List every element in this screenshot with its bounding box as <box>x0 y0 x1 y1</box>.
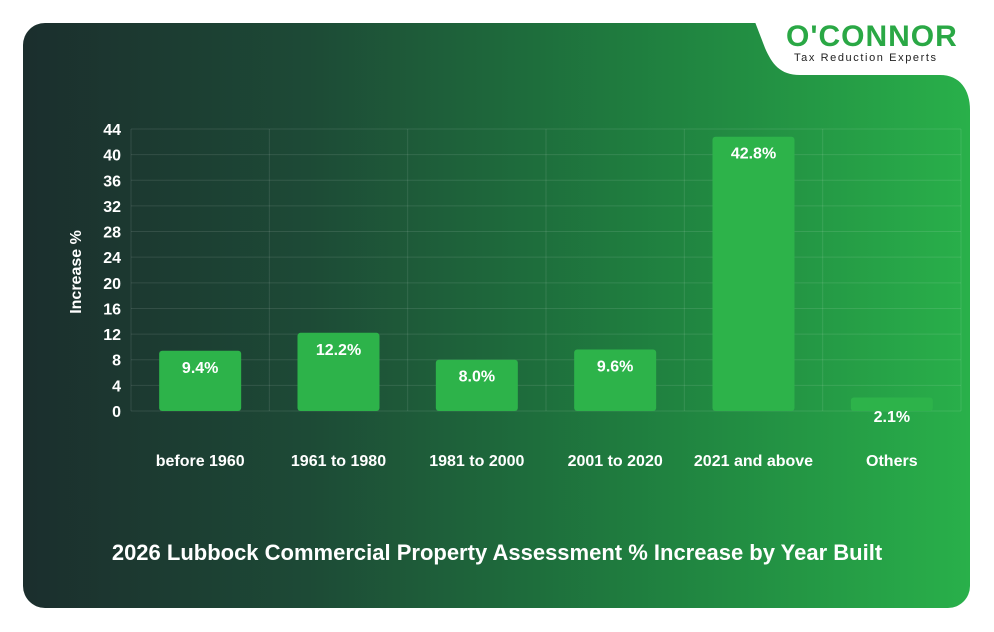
x-tick-label: Others <box>866 453 918 470</box>
bar <box>574 349 657 411</box>
bar-value-label: 9.6% <box>597 358 633 375</box>
y-tick-label: 28 <box>103 225 121 242</box>
bar <box>850 397 933 411</box>
y-tick-label: 16 <box>103 301 121 318</box>
x-axis-ticks: before 1960 1961 to 1980 1981 to 2000 2001 … <box>156 453 918 470</box>
y-axis-ticks: 0 4 8 12 16 20 24 28 32 36 40 44 <box>103 122 121 421</box>
y-tick-label: 44 <box>103 122 121 139</box>
x-tick-label: 1981 to 2000 <box>429 453 524 470</box>
bar-value-label: 2.1% <box>874 409 910 426</box>
bar-value-label: 8.0% <box>459 369 495 386</box>
bar <box>159 350 242 411</box>
bar-value-label: 9.4% <box>182 360 218 377</box>
bar <box>435 359 518 411</box>
chart-card <box>23 23 970 608</box>
brand-name: O'CONNOR <box>786 20 958 53</box>
grid-lines <box>130 128 962 412</box>
y-tick-label: 20 <box>103 276 121 293</box>
x-tick-label: before 1960 <box>156 453 245 470</box>
y-tick-label: 4 <box>112 378 121 395</box>
y-tick-label: 40 <box>103 148 121 165</box>
y-axis-label: Increase % <box>68 230 85 314</box>
y-tick-label: 8 <box>112 353 121 370</box>
bar-value-label: 12.2% <box>316 342 361 359</box>
brand-tagline: Tax Reduction Experts <box>794 52 938 64</box>
x-tick-label: 2021 and above <box>694 453 813 470</box>
x-tick-label: 1961 to 1980 <box>291 453 386 470</box>
bar-value-label: 42.8% <box>731 146 776 163</box>
bar <box>712 136 795 411</box>
y-tick-label: 32 <box>103 199 121 216</box>
y-tick-label: 36 <box>103 173 121 190</box>
bars: 9.4% 12.2% 8.0% 9.6% 42.8% 2.1% <box>159 136 933 426</box>
y-tick-label: 0 <box>112 404 121 421</box>
x-tick-label: 2001 to 2020 <box>568 453 663 470</box>
chart-title: 2026 Lubbock Commercial Property Assessm… <box>111 540 883 565</box>
y-tick-label: 12 <box>103 327 121 344</box>
brand-logo[interactable]: O'CONNOR Tax Reduction Experts <box>786 20 972 68</box>
bar <box>297 332 380 411</box>
y-tick-label: 24 <box>103 250 121 267</box>
